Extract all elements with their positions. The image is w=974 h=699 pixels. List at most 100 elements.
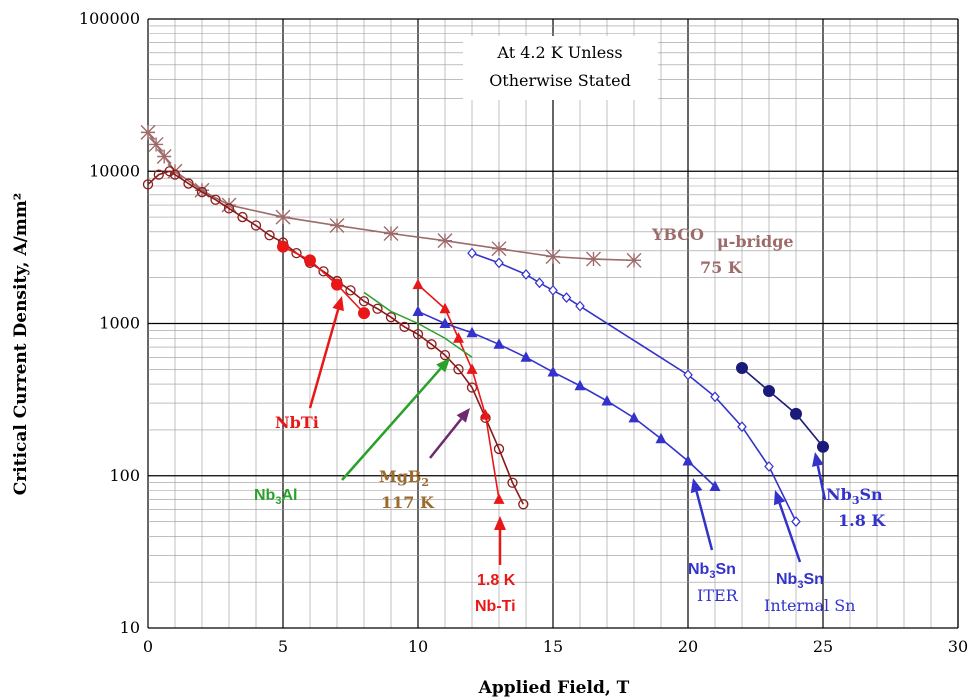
data-point xyxy=(318,266,329,277)
data-point xyxy=(439,349,451,361)
data-point xyxy=(493,443,505,455)
nb3sn-18k-label: Nb3Sn xyxy=(826,485,883,507)
data-point xyxy=(383,226,399,242)
data-point xyxy=(507,477,518,488)
data-point xyxy=(277,240,289,253)
data-point xyxy=(710,391,720,403)
series-1 xyxy=(142,166,529,510)
x-tick-label: 5 xyxy=(278,637,288,656)
data-point xyxy=(493,493,505,504)
arrow-shaft xyxy=(308,309,340,409)
data-point xyxy=(194,182,210,198)
data-point xyxy=(329,218,345,234)
data-point xyxy=(437,233,453,249)
data-point xyxy=(167,163,183,179)
x-tick-label: 15 xyxy=(543,637,563,656)
data-point xyxy=(547,366,559,377)
x-tick-label: 0 xyxy=(143,637,153,656)
arrow-head xyxy=(811,452,824,467)
iter-label: ITER xyxy=(697,586,739,605)
series-0 xyxy=(140,124,642,268)
arrow-shaft xyxy=(429,418,463,459)
data-point xyxy=(439,317,451,328)
data-point xyxy=(210,194,221,205)
data-point xyxy=(221,197,237,213)
arrow-head xyxy=(690,478,703,494)
data-point xyxy=(520,351,532,362)
data-point xyxy=(345,285,356,296)
x-tick-label: 20 xyxy=(678,637,698,656)
data-point xyxy=(601,394,613,406)
data-point xyxy=(466,382,478,393)
arrow-shaft xyxy=(341,367,442,481)
data-point xyxy=(148,136,164,152)
series-line xyxy=(417,284,500,500)
note-box xyxy=(463,36,658,100)
data-point xyxy=(237,211,248,223)
series-2 xyxy=(277,240,370,320)
nb3sn-internal-arrow xyxy=(773,490,802,563)
ybco-mu-bridge-label: μ-bridge xyxy=(717,232,794,251)
series-7 xyxy=(736,362,829,453)
data-point xyxy=(586,251,601,267)
data-point xyxy=(709,480,721,491)
series-6 xyxy=(467,247,801,527)
tick-labels: 0 5 10 15 20 25 30 10 100 1000 10000 100000 xyxy=(79,9,968,656)
data-point xyxy=(140,124,156,140)
note-line-1: At 4.2 K Unless xyxy=(496,43,622,62)
data-point xyxy=(545,249,561,265)
nb3al-arrow xyxy=(341,358,450,481)
mgb2-label: MgB2 xyxy=(379,467,429,489)
series-3 xyxy=(412,278,505,504)
nb3sn-18k-temp-label: 1.8 K xyxy=(838,511,886,530)
series-5 xyxy=(412,305,721,491)
data-point xyxy=(358,307,370,320)
arrow-head xyxy=(494,516,506,530)
data-point xyxy=(491,241,507,257)
data-point xyxy=(493,338,505,349)
data-point xyxy=(453,332,464,343)
annotation-arrows xyxy=(308,296,827,565)
data-point xyxy=(223,203,235,214)
data-point xyxy=(412,329,424,340)
series-line xyxy=(741,367,824,448)
data-point xyxy=(683,369,693,381)
data-point xyxy=(385,312,397,323)
data-point xyxy=(575,300,585,312)
x-axis-title: Applied Field, T xyxy=(478,678,630,698)
arrow-head xyxy=(436,358,450,373)
data-point xyxy=(291,247,302,259)
data-point xyxy=(574,379,586,391)
data-point xyxy=(399,321,410,333)
data-point xyxy=(467,247,477,259)
data-point xyxy=(790,407,802,420)
nb3sn-internal-label: Nb3Sn xyxy=(776,571,824,591)
nbti-18k-temp-label: 1.8 K xyxy=(477,572,516,589)
series-line xyxy=(471,252,797,522)
nb3sn-iter-label: Nb3Sn xyxy=(688,561,736,581)
mgb2-arrow xyxy=(429,408,470,459)
data-point xyxy=(655,432,667,444)
arrow-shaft xyxy=(695,491,714,551)
data-point xyxy=(480,409,491,420)
arrow-head xyxy=(332,296,344,312)
data-point xyxy=(304,254,316,267)
data-point xyxy=(153,169,164,180)
note-line-2: Otherwise Stated xyxy=(489,71,631,90)
data-point xyxy=(439,302,451,314)
data-point xyxy=(736,362,748,375)
data-point xyxy=(169,169,181,180)
y-tick-label: 100 xyxy=(109,466,140,485)
data-point xyxy=(548,284,558,296)
data-point xyxy=(183,178,194,189)
internal-sn-label: Internal Sn xyxy=(764,596,855,615)
nbti-arrow xyxy=(308,296,344,409)
data-point xyxy=(264,230,275,241)
nbti-18k-name-label: Nb-Ti xyxy=(475,598,516,615)
data-point xyxy=(817,440,829,453)
nbti-label: NbTi xyxy=(275,413,319,432)
data-point xyxy=(626,252,642,268)
data-point xyxy=(763,385,775,398)
series-line xyxy=(363,291,473,358)
